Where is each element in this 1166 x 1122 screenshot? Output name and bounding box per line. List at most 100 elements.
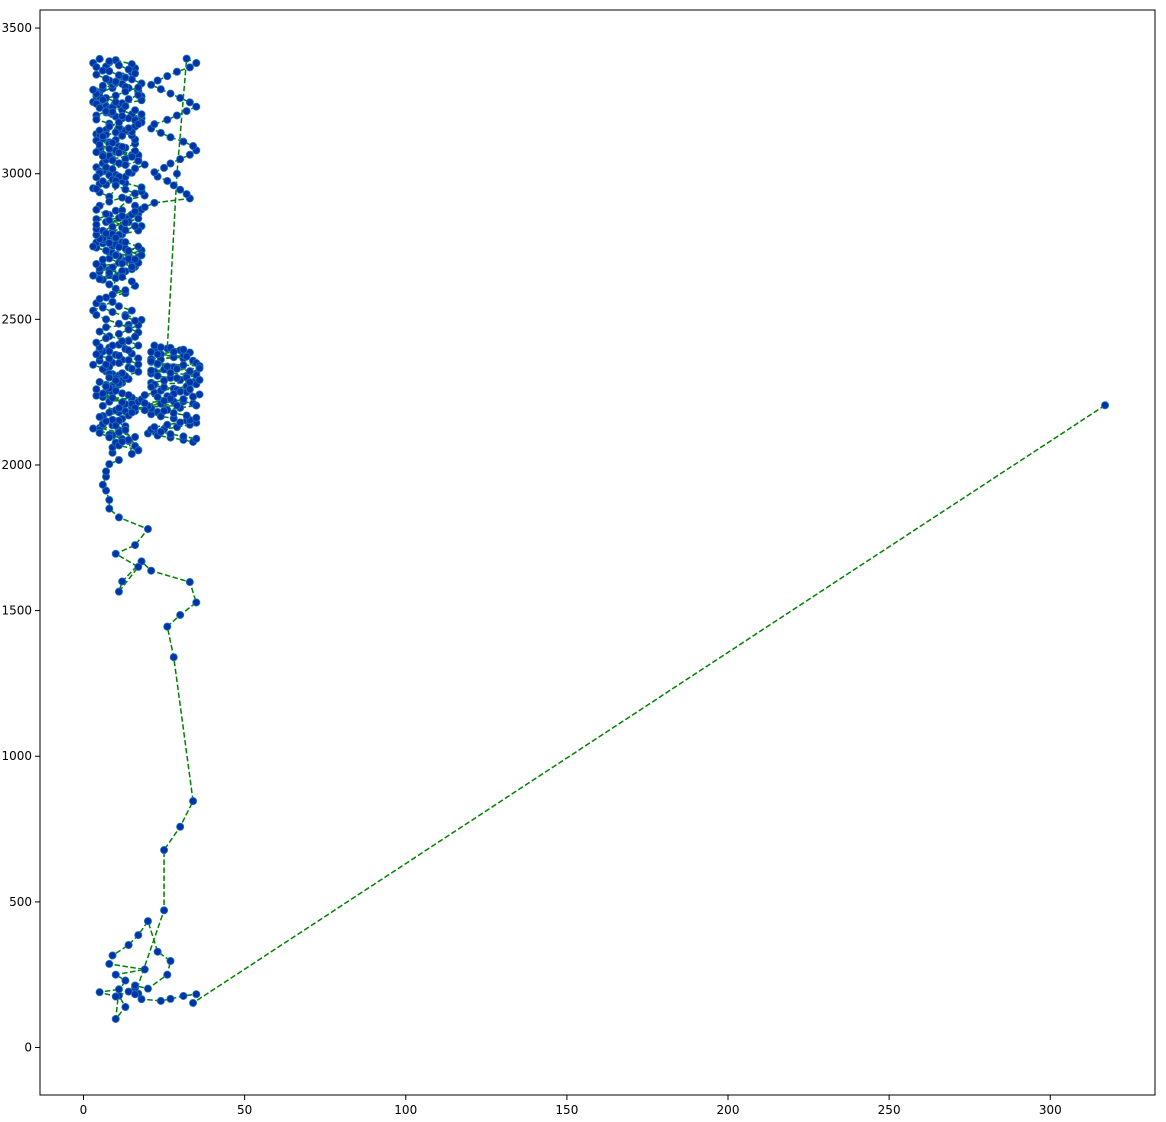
data-point — [124, 95, 133, 104]
data-point — [163, 176, 172, 185]
data-point — [118, 112, 127, 121]
data-point — [185, 367, 194, 376]
data-point — [179, 137, 188, 146]
data-point — [118, 273, 127, 282]
data-point — [172, 401, 181, 410]
plot-frame — [39, 9, 1156, 1096]
data-point — [121, 426, 130, 435]
data-point — [134, 156, 143, 165]
data-point — [160, 906, 169, 915]
data-point — [114, 513, 123, 522]
data-point — [105, 57, 114, 66]
data-point — [105, 122, 114, 131]
data-point — [121, 976, 130, 985]
data-point — [166, 430, 175, 439]
data-point — [108, 951, 117, 960]
data-point — [111, 386, 120, 395]
data-point — [176, 185, 185, 194]
data-point — [105, 433, 114, 442]
data-point — [131, 207, 140, 216]
data-point — [195, 390, 204, 399]
data-point — [108, 393, 117, 402]
data-point — [192, 598, 201, 607]
data-point — [150, 168, 159, 177]
data-point — [182, 107, 191, 116]
data-point — [185, 385, 194, 394]
data-point — [134, 360, 143, 369]
data-point — [121, 87, 130, 96]
data-point — [163, 362, 172, 371]
data-point — [95, 428, 104, 437]
data-point — [185, 150, 194, 159]
data-point — [92, 70, 101, 79]
data-point — [124, 346, 133, 355]
y-tick-label: 2000 — [1, 458, 32, 472]
data-point — [105, 67, 114, 76]
data-point — [102, 74, 111, 83]
data-point — [153, 76, 162, 85]
data-point — [108, 156, 117, 165]
data-point — [185, 578, 194, 587]
data-point — [127, 75, 136, 84]
data-point — [114, 456, 123, 465]
data-point — [163, 622, 172, 631]
data-point — [131, 189, 140, 198]
data-point — [105, 504, 114, 513]
data-point — [102, 417, 111, 426]
data-point — [189, 998, 198, 1007]
data-point — [160, 406, 169, 415]
data-point — [92, 338, 101, 347]
data-point — [153, 947, 162, 956]
data-point — [140, 160, 149, 169]
data-point — [118, 259, 127, 268]
data-point — [153, 393, 162, 402]
data-point — [118, 211, 127, 220]
data-point — [105, 460, 114, 469]
data-point — [102, 163, 111, 172]
data-point — [185, 63, 194, 72]
data-point — [131, 316, 140, 325]
data-point — [95, 294, 104, 303]
data-point — [105, 408, 114, 417]
data-point — [111, 992, 120, 1001]
data-point — [189, 142, 198, 151]
data-point — [95, 327, 104, 336]
data-point — [121, 185, 130, 194]
data-point — [111, 181, 120, 190]
data-point — [140, 391, 149, 400]
data-point — [160, 376, 169, 385]
data-point — [150, 423, 159, 432]
data-point — [163, 115, 172, 124]
data-point — [92, 220, 101, 229]
data-point — [179, 361, 188, 370]
data-point — [105, 197, 114, 206]
y-tick-label: 3000 — [1, 167, 32, 181]
data-point — [114, 118, 123, 127]
data-point — [95, 140, 104, 149]
data-point — [121, 218, 130, 227]
data-point — [105, 216, 114, 225]
data-point — [192, 990, 201, 999]
data-point — [105, 280, 114, 289]
data-point — [121, 312, 130, 321]
data-point — [124, 325, 133, 334]
data-point — [124, 168, 133, 177]
data-point — [169, 347, 178, 356]
data-point — [102, 334, 111, 343]
data-point — [114, 243, 123, 252]
data-point — [98, 132, 107, 141]
data-point — [92, 173, 101, 182]
data-point — [114, 61, 123, 70]
data-point — [114, 985, 123, 994]
data-point — [98, 401, 107, 410]
data-point — [118, 337, 127, 346]
data-point — [166, 133, 175, 142]
data-point — [105, 144, 114, 153]
data-point — [192, 59, 201, 68]
data-point — [111, 1014, 120, 1023]
data-point — [160, 846, 169, 855]
data-point — [105, 495, 114, 504]
data-point — [98, 303, 107, 312]
data-point — [124, 124, 133, 133]
data-point — [95, 377, 104, 386]
